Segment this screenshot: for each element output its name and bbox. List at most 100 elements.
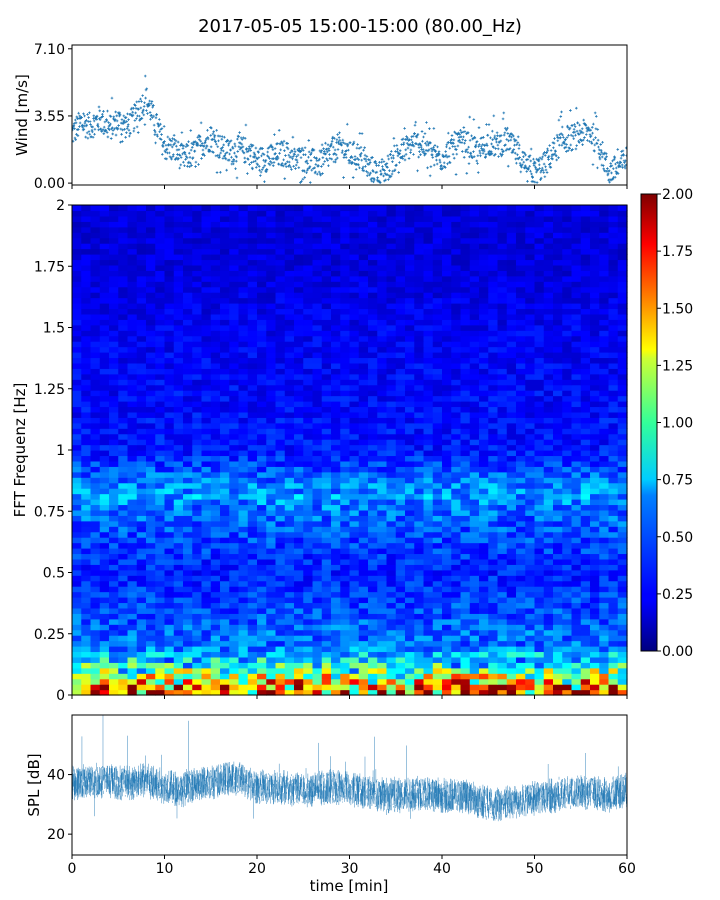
spectrogram-cell <box>395 564 406 571</box>
spectrogram-cell <box>608 482 619 489</box>
wind-y-tick-label: 3.55 <box>34 109 65 125</box>
spectrogram-cell <box>469 548 480 555</box>
spectrogram-cell <box>516 597 526 604</box>
spectrogram-cell <box>432 667 443 674</box>
spectrogram-cell <box>210 471 221 478</box>
spectrogram-cell <box>321 531 332 538</box>
spectrogram-cell <box>460 553 471 560</box>
spectrogram-cell <box>164 460 175 467</box>
spectrogram-cell <box>192 640 203 647</box>
spectrogram-cell <box>349 635 360 642</box>
spectrogram-cell <box>220 401 230 408</box>
spectrogram-cell <box>469 455 480 462</box>
spectrogram-cell <box>275 433 286 440</box>
spectrogram-cell <box>358 618 369 625</box>
spectrogram-cell <box>155 482 166 489</box>
spectrogram-cell <box>562 635 573 642</box>
spectrogram-cell <box>155 444 166 451</box>
spectrogram-cell <box>127 635 138 642</box>
spectrogram-cell <box>81 537 92 544</box>
spectrogram-cell <box>580 395 591 402</box>
spectrogram-cell <box>553 542 563 549</box>
spectrogram-cell <box>201 395 212 402</box>
spectrogram-cell <box>136 499 147 506</box>
wind-point <box>254 166 258 169</box>
spectrogram-cell <box>414 526 425 533</box>
wind-point <box>204 139 207 143</box>
spectrogram-cell <box>321 640 332 647</box>
spectrogram-cell <box>220 586 230 593</box>
spectrogram-cell <box>266 439 277 446</box>
spectrogram-cell <box>377 379 388 386</box>
spectrogram-cell <box>90 624 101 631</box>
spectrogram-cell <box>395 618 406 625</box>
wind-point <box>82 127 86 131</box>
spectrogram-cell <box>414 395 425 402</box>
wind-point <box>95 114 99 118</box>
wind-point <box>297 166 301 169</box>
wind-point <box>263 164 267 167</box>
spectrogram-cell <box>72 499 82 506</box>
spectrogram-cell <box>608 466 619 473</box>
spectrogram-cell <box>377 602 388 609</box>
spectrogram-cell <box>294 591 304 598</box>
spectrogram-cell <box>442 482 452 489</box>
spectrogram-cell <box>294 504 304 511</box>
spectrogram-cell <box>331 673 341 680</box>
spectrogram-cell <box>368 542 378 549</box>
spectrogram-cell <box>571 439 582 446</box>
spectrogram-cell <box>516 471 526 478</box>
wind-y-tick-label: 0.00 <box>34 176 65 192</box>
wind-point <box>184 145 188 149</box>
spectrogram-cell <box>294 618 304 625</box>
spectrogram-cell <box>460 667 471 674</box>
spectrogram-cell <box>294 580 304 587</box>
spectrogram-cell <box>451 471 462 478</box>
wind-points <box>72 74 627 184</box>
spectrogram-cell <box>109 482 119 489</box>
spectrogram-cell <box>423 667 434 674</box>
spectrogram-cell <box>257 531 267 538</box>
wind-point <box>102 132 106 135</box>
wind-point <box>162 141 166 145</box>
wind-point <box>240 138 244 141</box>
spectrogram-cell <box>460 406 471 413</box>
spectrogram-cell <box>405 667 415 674</box>
spectrogram-cell <box>460 411 471 418</box>
spectrogram-cell <box>497 597 508 604</box>
spectrogram-cell <box>395 542 406 549</box>
wind-point <box>249 154 252 158</box>
spectrogram-cell <box>294 439 304 446</box>
spectrogram-cell <box>303 537 314 544</box>
spectrogram-cell <box>127 390 138 397</box>
spectrogram-cell <box>395 471 406 478</box>
wind-point <box>115 114 119 118</box>
wind-point <box>179 156 183 159</box>
spectrogram-cell <box>294 575 304 582</box>
wind-point <box>181 152 184 156</box>
spectrogram-cell <box>220 379 230 386</box>
spectrogram-cell <box>183 629 193 636</box>
spectrogram-cell <box>349 428 360 435</box>
spectrogram-cell <box>127 526 138 533</box>
spectrogram-cell <box>331 586 341 593</box>
wind-point <box>140 117 144 120</box>
spectrogram-cell <box>414 667 425 674</box>
spectrogram-cell <box>118 678 129 685</box>
spectrogram-cell <box>432 591 443 598</box>
spectrogram-cell <box>590 428 600 435</box>
wind-point <box>122 114 126 118</box>
spectrogram-cell <box>423 591 434 598</box>
wind-point <box>133 104 137 107</box>
wind-point <box>175 144 178 148</box>
spectrogram-cell <box>590 450 600 457</box>
spectrogram-cell <box>442 428 452 435</box>
spectrogram-cell <box>562 499 573 506</box>
spectrogram-cell <box>210 591 221 598</box>
spectrogram-cell <box>331 526 341 533</box>
spectrogram-cell <box>442 379 452 386</box>
spectrogram-cell <box>284 395 295 402</box>
spectrogram-cell <box>358 450 369 457</box>
spectrogram-cell <box>331 548 341 555</box>
spectrogram-cell <box>266 635 277 642</box>
